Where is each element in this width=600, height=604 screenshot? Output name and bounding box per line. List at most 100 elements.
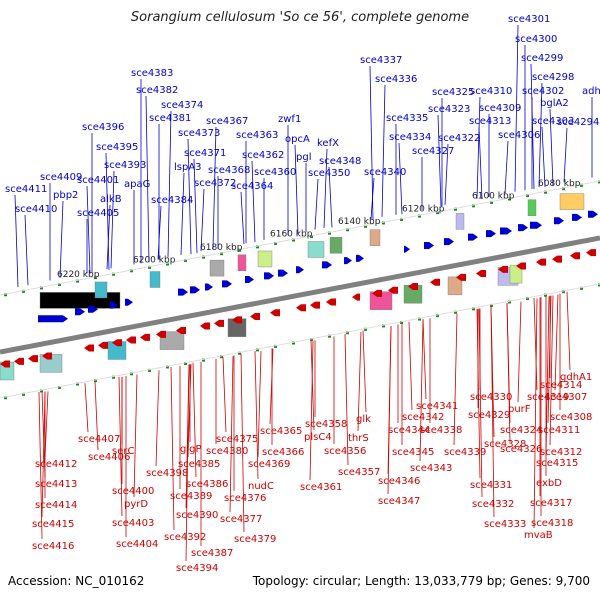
- tick-dot: [112, 375, 115, 379]
- gene-label: pbp2: [53, 190, 78, 201]
- gene-label: sce4386: [186, 479, 228, 490]
- gene-label: sce4410: [15, 204, 57, 215]
- gene-arrow: [84, 344, 94, 352]
- gene-leader-line: [180, 172, 185, 256]
- gene-label: sce4363: [236, 130, 278, 141]
- gene-label: sce4377: [220, 514, 262, 525]
- gene-label: sce4395: [96, 142, 138, 153]
- tick-dot: [238, 351, 241, 355]
- gene-leader-line: [157, 205, 162, 260]
- gene-label: sce4373: [178, 128, 220, 139]
- tick-dot: [526, 297, 529, 301]
- tick-dot: [454, 207, 457, 211]
- gene-leader-line: [105, 152, 110, 270]
- gene-label: sce4342: [402, 412, 444, 423]
- gene-label: sce4403: [112, 518, 154, 529]
- gene-leader-line: [549, 295, 554, 446]
- gene-leader-line: [362, 330, 367, 413]
- genome-backbone: [0, 235, 600, 355]
- tick-dot: [202, 358, 205, 362]
- gene-label: sce4362: [242, 150, 284, 161]
- tick-dot: [580, 286, 583, 290]
- gene-label: sce4308: [550, 412, 592, 423]
- tick-dot: [544, 293, 547, 297]
- tick-dot: [22, 289, 25, 293]
- gene-arrow: [476, 270, 486, 278]
- gene-label: kefX: [317, 138, 339, 149]
- gene-label: glk: [356, 414, 371, 425]
- tick-dot: [598, 283, 600, 287]
- tick-dot: [76, 279, 79, 283]
- gene-arrow: [536, 258, 546, 266]
- feature-block: [455, 213, 465, 230]
- gene-arrow: [444, 238, 454, 246]
- gene-leader-line: [549, 108, 554, 186]
- gene-label: sce4357: [338, 467, 380, 478]
- gene-arrow: [554, 217, 564, 225]
- gene-leader-line: [370, 177, 375, 219]
- gene-leader-line: [59, 200, 64, 279]
- gene-label: sce4411: [5, 184, 47, 195]
- gene-leader-line: [24, 214, 29, 286]
- gene-leader-line: [145, 95, 150, 263]
- gene-label: sce4379: [234, 534, 276, 545]
- tick-dot: [184, 362, 187, 366]
- gene-label: sce4324: [500, 425, 542, 436]
- tick-dot: [256, 245, 259, 249]
- gene-arrow: [14, 357, 24, 365]
- gene-label: gdhA1: [560, 372, 592, 383]
- gene-arrow: [572, 213, 582, 221]
- gene-leader-line: [545, 296, 550, 457]
- gene-leader-line: [41, 392, 46, 518]
- gene-arrow: [296, 304, 306, 312]
- gene-label: sce4361: [300, 482, 342, 493]
- tick-dot: [472, 307, 475, 311]
- gene-label: pyrD: [124, 499, 148, 510]
- gene-label: sce4364: [231, 181, 273, 192]
- gene-label: sce4392: [164, 532, 206, 543]
- gene-label: sce4337: [360, 55, 402, 66]
- tick-dot: [202, 255, 205, 259]
- gene-label: sce4413: [35, 479, 77, 490]
- tick-dot: [346, 331, 349, 335]
- gene-leader-line: [387, 326, 392, 495]
- gene-arrow: [344, 257, 352, 265]
- gene-arrow: [140, 333, 150, 341]
- tick-dot: [148, 368, 151, 372]
- gene-leader-line: [566, 291, 571, 371]
- gene-arrow: [586, 249, 596, 257]
- gene-label: sce4299: [521, 53, 563, 64]
- tick-dot: [418, 317, 421, 321]
- gene-arrow: [500, 227, 512, 235]
- gene-arrow: [518, 224, 528, 232]
- gene-label: sce4323: [428, 104, 470, 115]
- gene-arrow: [126, 336, 136, 344]
- tick-dot: [418, 214, 421, 218]
- gene-label: sce4350: [308, 168, 350, 179]
- gene-leader-line: [200, 188, 205, 252]
- tick-dot: [490, 303, 493, 307]
- gene-label: serC: [112, 446, 134, 457]
- gene-label: sce4389: [170, 491, 212, 502]
- kbp-tick-label: 6180 kbp: [200, 243, 243, 253]
- tick-dot: [526, 194, 529, 198]
- gene-label: zwf1: [278, 114, 301, 125]
- feature-block: [329, 237, 343, 254]
- gene-leader-line: [251, 160, 256, 243]
- gene-arrow: [222, 280, 232, 288]
- gene-arrow: [424, 241, 434, 249]
- feature-block: [509, 264, 523, 284]
- tick-dot: [112, 272, 115, 276]
- gene-label: sce4300: [515, 34, 557, 45]
- gene-label: sce4347: [378, 496, 420, 507]
- tick-dot: [58, 385, 61, 389]
- gene-arrow: [245, 275, 254, 283]
- kbp-tick-label: 6080 kbp: [538, 179, 581, 189]
- feature-block: [39, 292, 121, 309]
- gene-label: sce4301: [508, 14, 550, 25]
- gene-leader-line: [453, 313, 458, 446]
- gene-arrow: [468, 233, 478, 241]
- gene-leader-line: [86, 185, 91, 274]
- gene-arrow: [552, 255, 562, 263]
- tick-dot: [544, 190, 547, 194]
